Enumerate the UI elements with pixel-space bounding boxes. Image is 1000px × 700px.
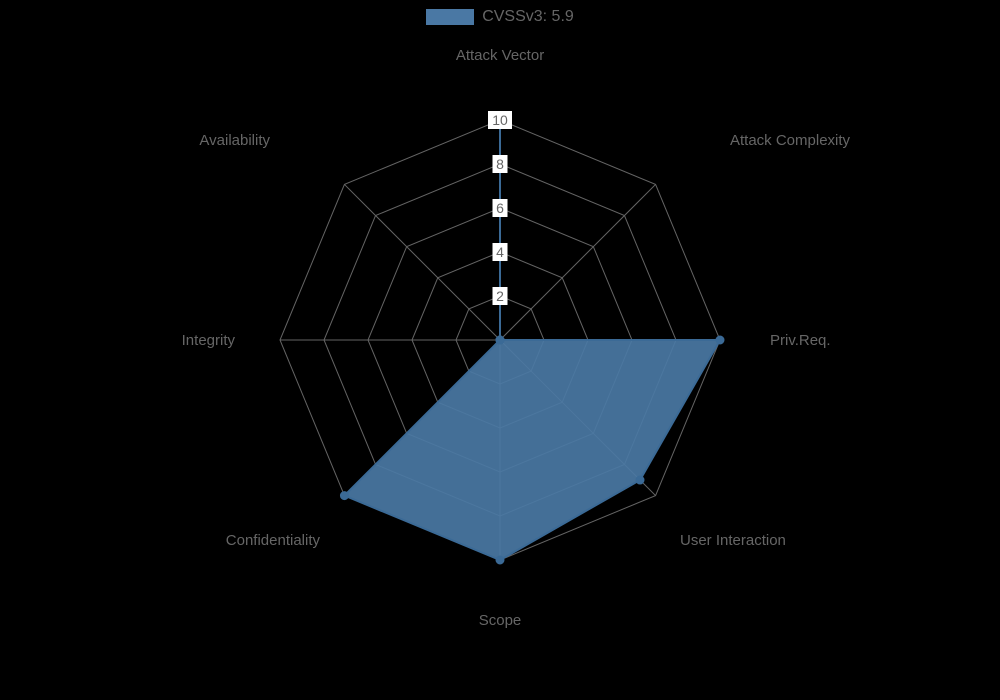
series-marker	[716, 336, 724, 344]
series-marker	[496, 556, 504, 564]
axis-label: Attack Vector	[456, 47, 544, 64]
grid-spoke	[500, 184, 656, 340]
axis-label: User Interaction	[680, 532, 786, 549]
axis-label: Availability	[199, 132, 270, 149]
axis-label: Priv.Req.	[770, 332, 831, 349]
series-marker	[636, 476, 644, 484]
axis-label: Integrity	[182, 332, 236, 349]
tick-label: 2	[496, 288, 504, 304]
series-marker	[496, 336, 504, 344]
axis-label: Attack Complexity	[730, 132, 851, 149]
legend-label: CVSSv3: 5.9	[482, 8, 574, 26]
grid-spoke	[344, 184, 500, 340]
legend-item: CVSSv3: 5.9	[426, 8, 574, 26]
tick-label: 6	[496, 200, 504, 216]
axis-label: Scope	[479, 612, 522, 629]
legend-swatch	[426, 9, 474, 25]
radar-chart: 2 4 6 8 10 Attack Vector Attack Complexity Priv…	[0, 0, 1000, 700]
chart-legend: CVSSv3: 5.9	[0, 8, 1000, 30]
series-marker	[340, 492, 348, 500]
axis-label: Confidentiality	[226, 532, 321, 549]
tick-label: 8	[496, 156, 504, 172]
tick-label: 4	[496, 244, 504, 260]
tick-label: 10	[492, 112, 508, 128]
